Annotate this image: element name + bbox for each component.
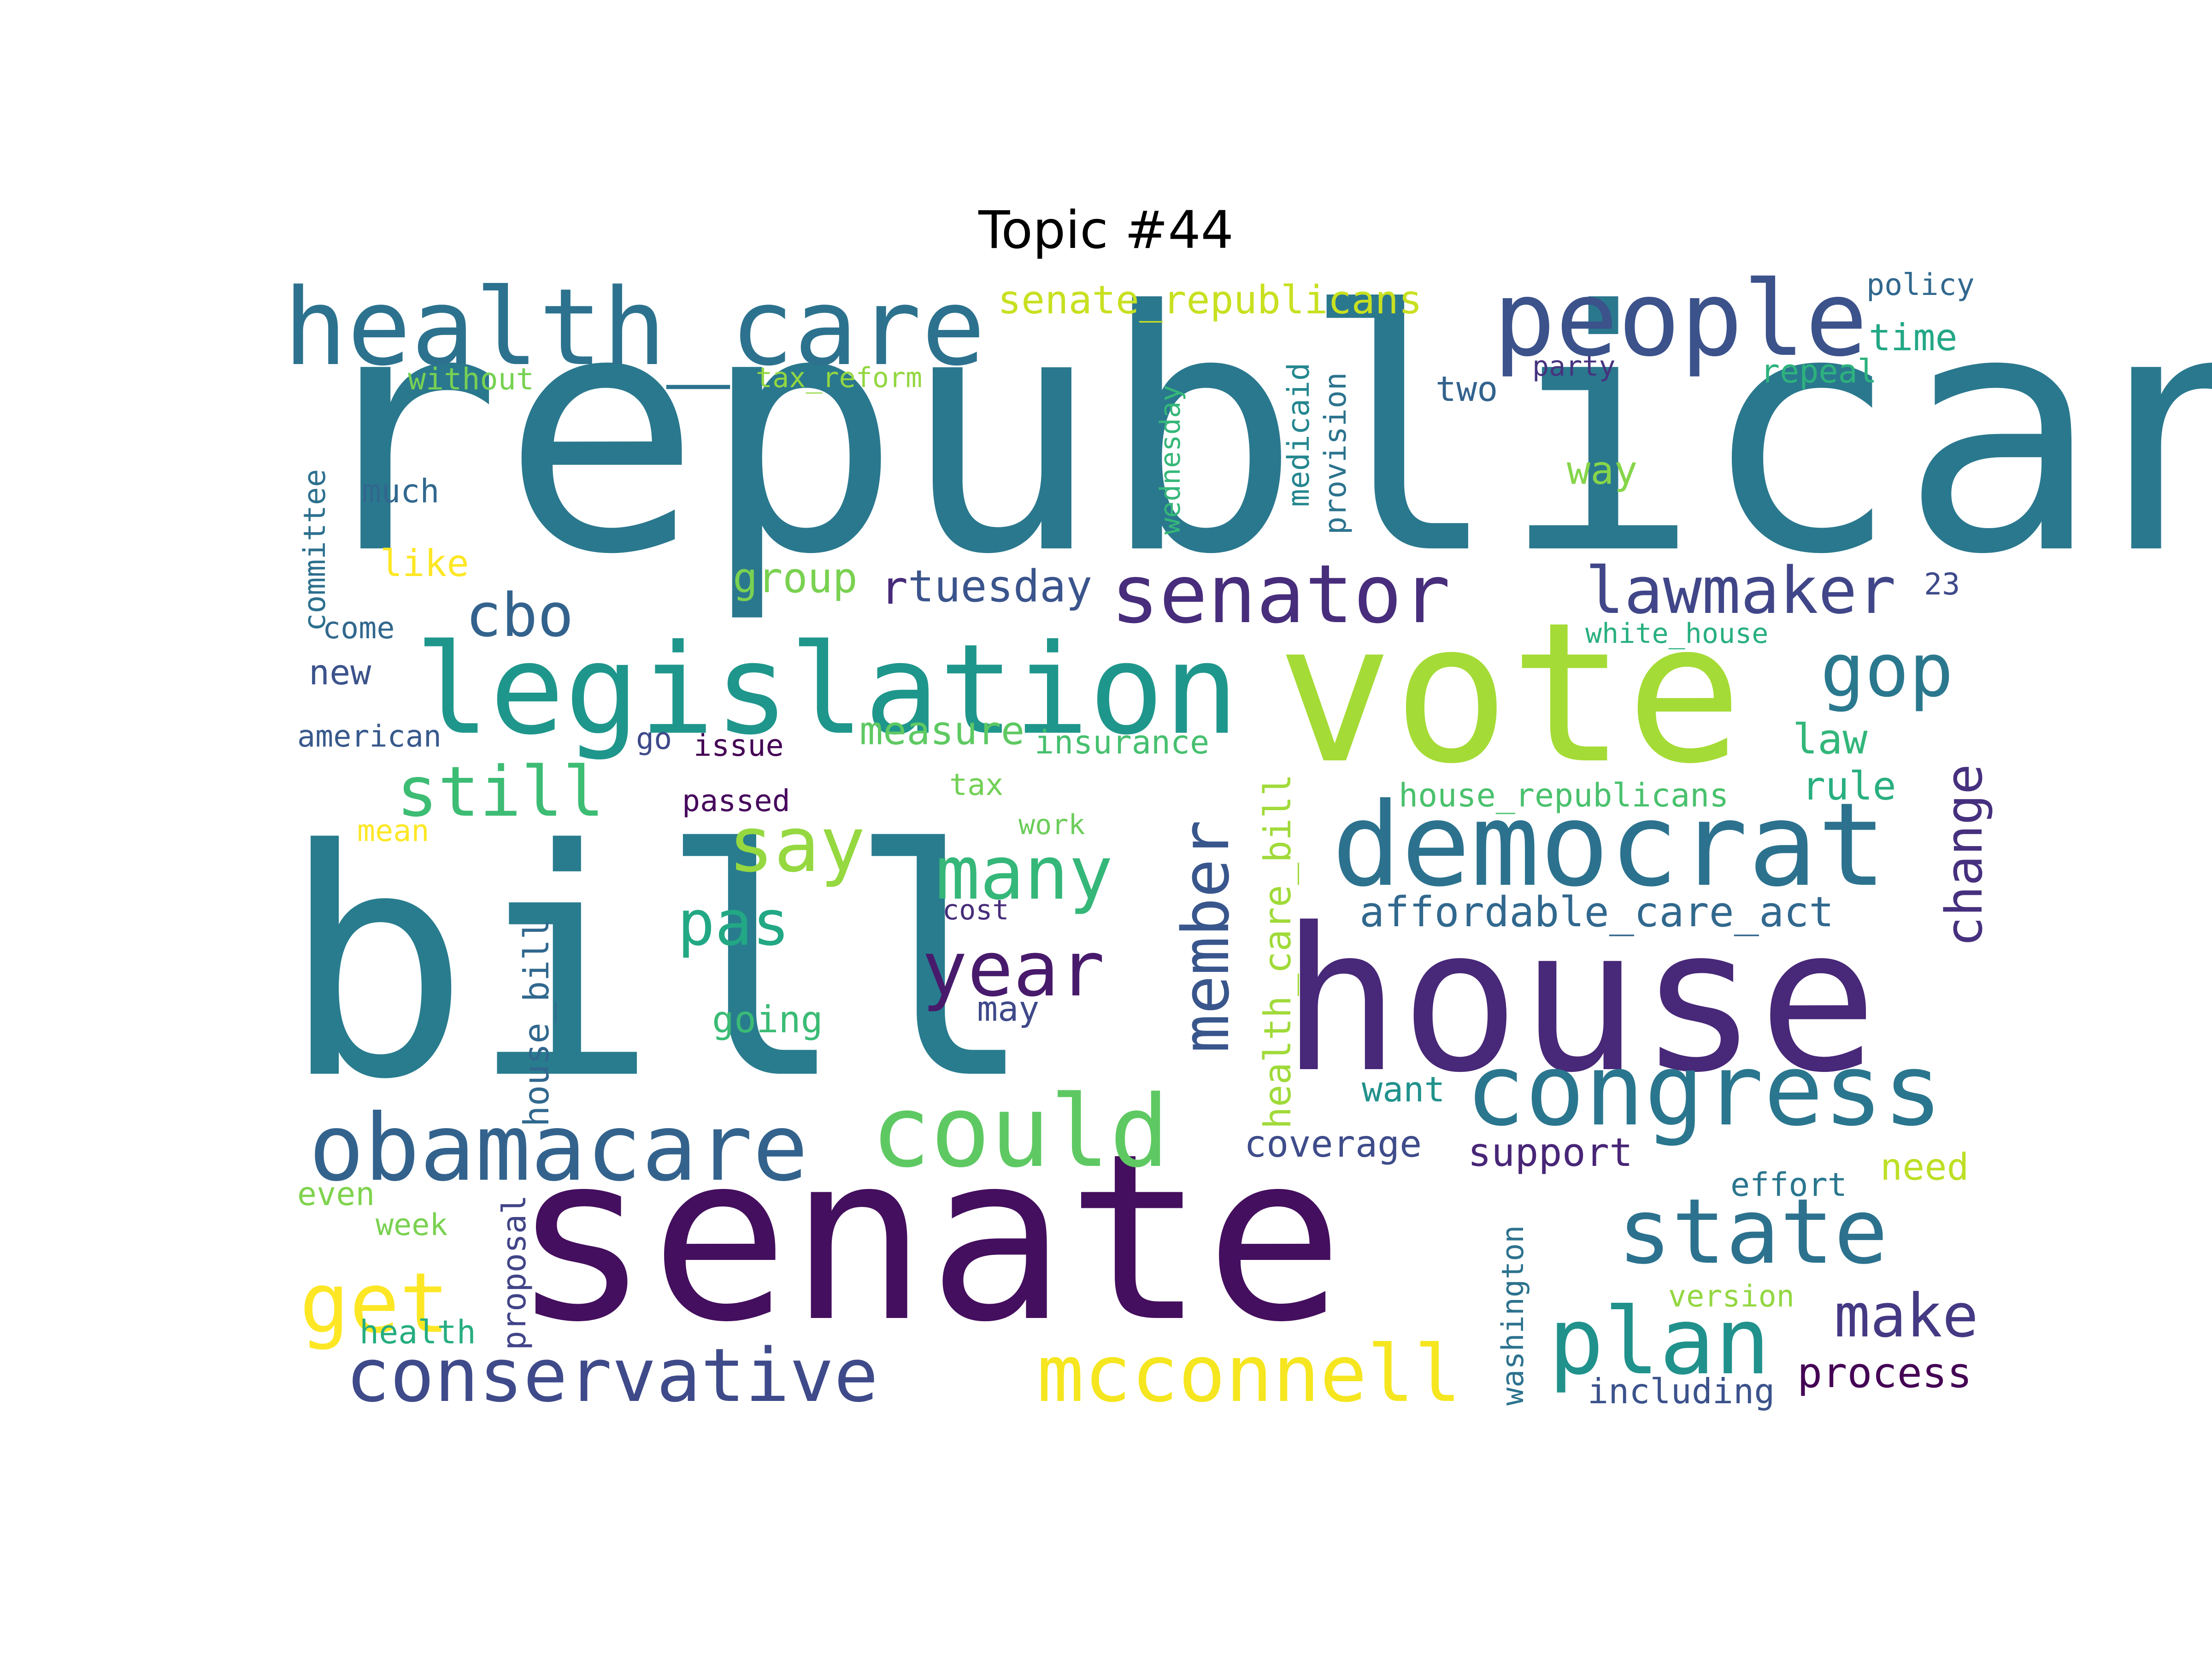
word-issue: issue (694, 729, 784, 763)
word-bill: bill (281, 783, 1036, 1148)
word-wednesday: wednesday (1154, 385, 1187, 535)
word-rule: rule (1802, 764, 1896, 809)
word-obamacare: obamacare (309, 1094, 808, 1202)
word-cost: cost (942, 894, 1009, 926)
word-health-care: health_care (283, 266, 985, 389)
word-tuesday: tuesday (908, 561, 1092, 612)
word-make: make (1834, 1281, 1978, 1351)
word-washington: washington (1496, 1225, 1530, 1406)
word-including: including (1588, 1371, 1775, 1412)
word-need: need (1880, 1146, 1969, 1188)
word-version: version (1668, 1279, 1794, 1314)
word-say: say (728, 800, 865, 889)
word-much: much (362, 472, 440, 510)
word-medicaid: medicaid (1282, 363, 1316, 507)
word-time: time (1869, 316, 1958, 359)
word-democrat: democrat (1332, 778, 1887, 912)
word-health: health (359, 1313, 476, 1351)
word-gop: gop (1820, 627, 1953, 713)
word-come: come (323, 611, 395, 646)
word-house-republicans: house_republicans (1399, 777, 1729, 814)
word-want: want (1362, 1069, 1445, 1110)
word-year: year (922, 925, 1105, 1013)
word-senate: senate (512, 1104, 1344, 1372)
word-without: without (408, 362, 534, 397)
word-r: r (880, 561, 908, 615)
word-many: many (935, 830, 1113, 916)
word-get: get (300, 1255, 449, 1352)
word-could: could (871, 1074, 1169, 1189)
word-repeal: repeal (1760, 353, 1877, 390)
word-pas: pas (677, 887, 790, 959)
word-policy: policy (1866, 268, 1975, 302)
word-week: week (376, 1208, 448, 1242)
word-senate-republicans: senate_republicans (998, 277, 1422, 323)
word-proposal: proposal (495, 1195, 533, 1350)
word-house: house (1281, 886, 1877, 1116)
word-process: process (1797, 1349, 1972, 1397)
word-effort: effort (1730, 1166, 1847, 1204)
word-two: two (1435, 369, 1498, 409)
word-people: people (1493, 259, 1868, 380)
word-american: american (297, 719, 441, 754)
chart-title: Topic #44 (978, 200, 1234, 260)
word-change: change (1935, 764, 1994, 947)
word-provision: provision (1318, 372, 1353, 535)
word-house-bill: house_bill (516, 918, 557, 1127)
word-lawmaker: lawmaker (1585, 553, 1896, 629)
word-party: party (1532, 350, 1616, 382)
word-tax-reform: tax_reform (756, 362, 922, 394)
word-state: state (1618, 1179, 1888, 1284)
word-support: support (1468, 1130, 1633, 1176)
word-group: group (733, 554, 858, 602)
word-may: may (977, 988, 1039, 1029)
word-affordable-care-act: affordable_care_act (1359, 888, 1834, 936)
word-going: going (712, 998, 823, 1041)
word-23: 23 (1924, 567, 1960, 602)
word-member: member (1169, 820, 1244, 1053)
word-health-care-bill: health_care_bill (1256, 774, 1299, 1129)
word-tax: tax (949, 768, 1003, 802)
word-plan: plan (1548, 1288, 1771, 1395)
word-go: go (636, 722, 672, 756)
word-passed: passed (682, 784, 790, 818)
word-cbo: cbo (465, 580, 574, 650)
word-committee: committee (298, 469, 332, 631)
word-republican: republican (302, 241, 2212, 627)
word-legislation: legislation (415, 617, 1239, 762)
word-new: new (309, 652, 371, 693)
word-work: work (1018, 809, 1085, 841)
word-still: still (396, 752, 605, 832)
word-way: way (1567, 448, 1638, 494)
word-insurance: insurance (1035, 724, 1209, 761)
word-conservative: conservative (346, 1332, 878, 1418)
word-law: law (1793, 715, 1868, 764)
word-coverage: coverage (1244, 1123, 1422, 1165)
word-even: even (297, 1175, 375, 1213)
word-senator: senator (1111, 548, 1451, 641)
word-mcconnell: mcconnell (1037, 1329, 1461, 1420)
word-like: like (380, 542, 469, 585)
word-white-house: white_house (1585, 618, 1768, 650)
word-congress: congress (1465, 1032, 1943, 1148)
word-vote: vote (1277, 581, 1742, 806)
word-measure: measure (859, 708, 1024, 754)
word-mean: mean (357, 814, 429, 848)
